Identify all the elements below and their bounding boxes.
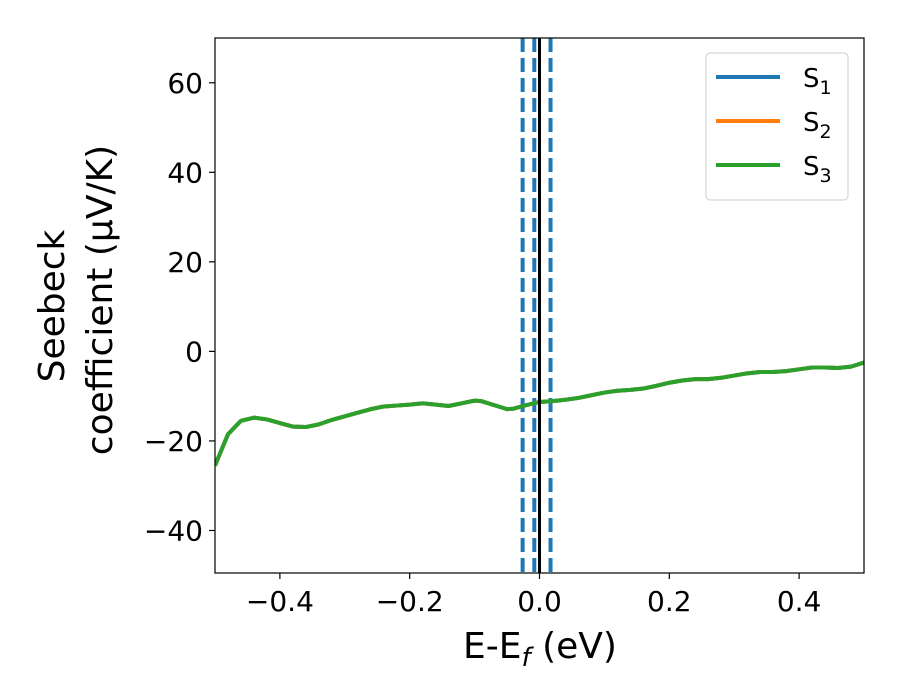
y-axis-title-line1: Seebeck bbox=[32, 229, 73, 382]
y-tick-label: 40 bbox=[167, 156, 203, 189]
legend-label-s3: S3 bbox=[803, 152, 832, 187]
y-axis-title-line2: coefficient (μV/K) bbox=[80, 145, 121, 455]
series-line-s3 bbox=[215, 360, 864, 467]
x-tick-label: 0.4 bbox=[777, 585, 822, 618]
x-tick-label: 0.0 bbox=[517, 585, 562, 618]
x-axis-title-main: E-E bbox=[463, 626, 521, 667]
y-axis-ticks: −40 −20 0 20 40 60 bbox=[144, 67, 215, 547]
y-tick-label: −20 bbox=[144, 425, 203, 458]
x-tick-label: 0.2 bbox=[647, 585, 692, 618]
y-tick-label: 60 bbox=[167, 67, 203, 100]
x-tick-label: −0.2 bbox=[376, 585, 444, 618]
y-tick-label: 20 bbox=[167, 246, 203, 279]
x-tick-label: −0.4 bbox=[246, 585, 314, 618]
x-axis-title-unit: (eV) bbox=[531, 626, 617, 667]
series-lines bbox=[215, 38, 864, 573]
y-tick-label: −40 bbox=[144, 514, 203, 547]
x-axis-title: E-Ef (eV) bbox=[463, 626, 617, 673]
legend-label-s1: S1 bbox=[803, 64, 832, 99]
y-tick-label: 0 bbox=[185, 335, 203, 368]
legend-label-s2: S2 bbox=[803, 108, 832, 143]
x-axis-ticks: −0.4 −0.2 0.0 0.2 0.4 bbox=[246, 573, 821, 618]
legend: S1 S2 S3 bbox=[705, 52, 849, 201]
